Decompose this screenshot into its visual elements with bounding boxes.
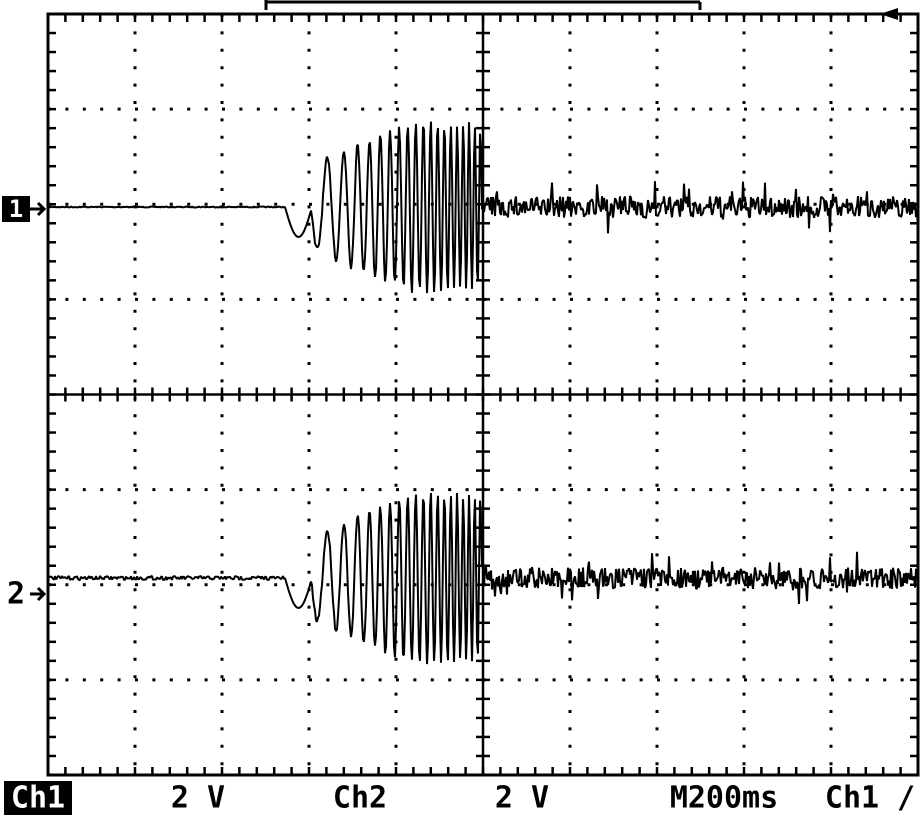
ch1-label-box <box>4 781 72 815</box>
ch1-marker: 1 <box>9 195 23 223</box>
graticule-border <box>46 12 920 777</box>
ch1-arrow <box>30 201 47 217</box>
channel-1-trace <box>47 121 919 294</box>
ch1-marker-box <box>2 196 30 222</box>
ch2-marker: 2 <box>7 577 25 612</box>
channel-2-trace <box>47 492 919 665</box>
trigger-source: Ch1 <box>825 781 879 816</box>
trigger-slope: / <box>897 781 915 816</box>
ch1-label: Ch1 <box>11 781 65 816</box>
trigger-window <box>264 0 702 10</box>
ch2-label: Ch2 <box>333 781 387 816</box>
timebase: M200ms <box>670 781 778 816</box>
ch2-arrow <box>30 586 47 602</box>
ch1-scale: 2 V <box>171 781 225 816</box>
ch2-scale: 2 V <box>495 781 549 816</box>
trigger-level-marker <box>880 8 898 20</box>
